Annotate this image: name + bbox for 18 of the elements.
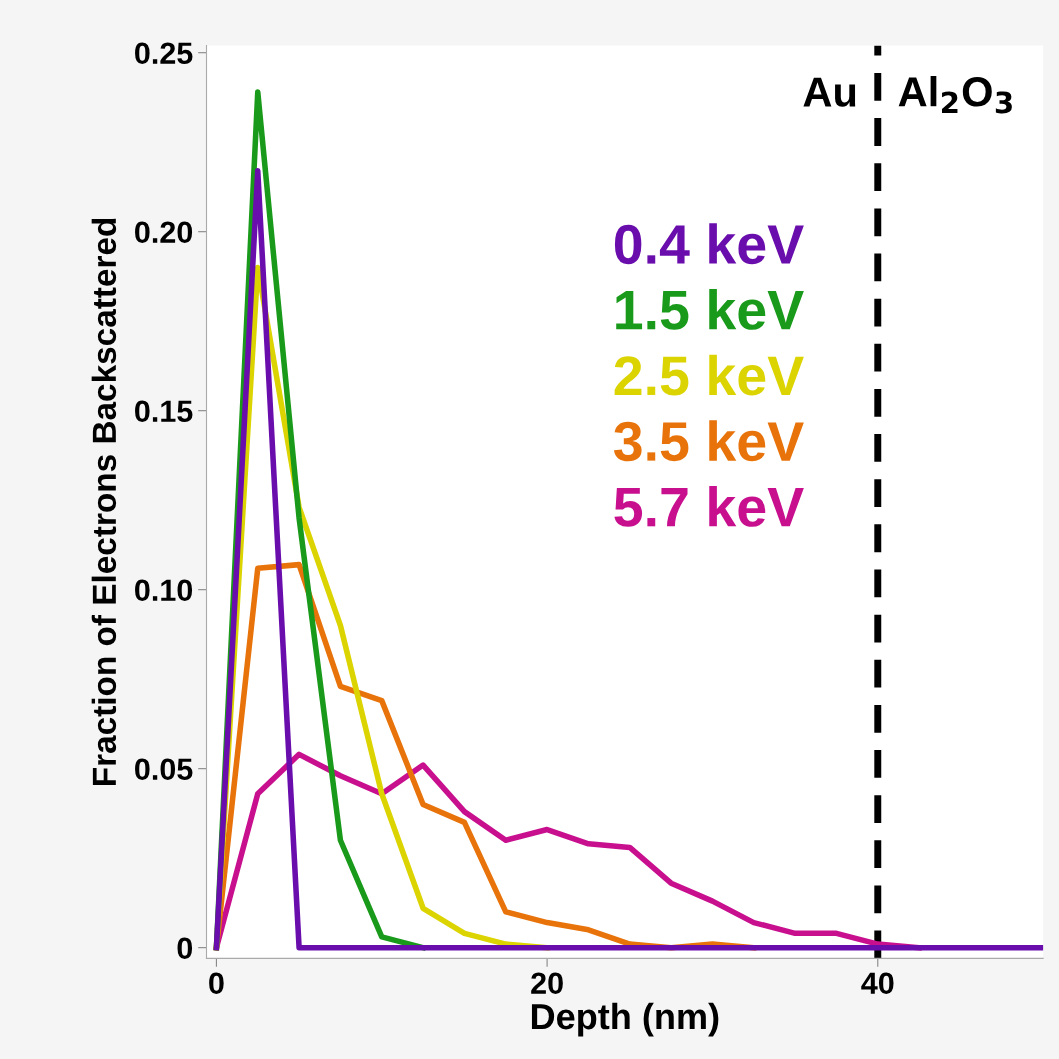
text: 2.5 keV	[614, 354, 804, 396]
y-tick-label: 0.20	[135, 221, 193, 244]
y-axis-title: Fraction of Electrons Backscattered	[91, 218, 117, 785]
x-tick-label: 40	[861, 972, 894, 995]
y-tick-label: 0.05	[135, 758, 193, 781]
y-tick-label: 0.15	[135, 400, 193, 423]
text: 5.7 keV	[614, 486, 804, 527]
y-tick-label: 0.10	[135, 579, 193, 602]
text: 0.4 keV	[614, 223, 804, 265]
y-tick-label: 0	[177, 937, 193, 960]
y-tick-label: 0.25	[135, 42, 193, 65]
annotation: Au	[803, 77, 856, 107]
x-tick-label: 0	[209, 972, 224, 995]
text: 3.5 keV	[614, 420, 804, 462]
x-tick-label: 20	[531, 972, 563, 995]
x-axis-title: Depth (nm)	[531, 1002, 719, 1037]
text: 1.5 keV	[616, 289, 804, 330]
annotation: Al$_{2}$O$_{3}$	[898, 76, 1012, 114]
